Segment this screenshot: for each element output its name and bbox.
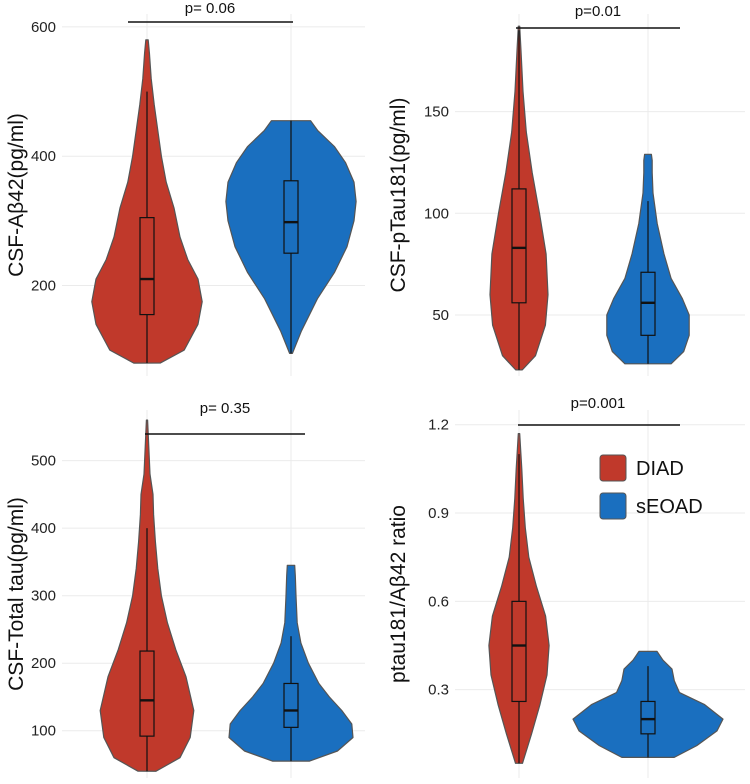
y-tick-label: 0.6: [428, 593, 449, 610]
legend-label-sEOAD: sEOAD: [636, 496, 703, 518]
y-axis-label: ptau181/Aβ42 ratio: [387, 505, 410, 683]
legend-label-DIAD: DIAD: [636, 458, 684, 480]
box-DIAD: [139, 650, 155, 737]
y-tick-label: 50: [432, 307, 449, 324]
y-tick-label: 200: [31, 655, 56, 672]
pvalue-label: p= 0.06: [185, 0, 235, 17]
violin-sEOAD: [225, 120, 357, 354]
violin-sEOAD: [572, 650, 724, 758]
y-axis-label: CSF-Aβ42(pg/ml): [5, 113, 28, 277]
y-axis-label: CSF-Total tau(pg/ml): [5, 497, 28, 691]
y-tick-label: 400: [31, 520, 56, 537]
panel-1: 200 400 600 CSF-Aβ42(pg/ml) p= 0.06: [5, 0, 365, 376]
y-tick-label: 0.9: [428, 505, 449, 522]
y-tick-label: 0.3: [428, 682, 449, 699]
y-tick-label: 150: [424, 104, 449, 121]
y-tick-label: 100: [31, 723, 56, 740]
legend: DIAD sEOAD: [599, 454, 703, 520]
violin-DIAD: [489, 25, 549, 371]
box-DIAD: [139, 217, 155, 316]
panel-4: 0.3 0.6 0.9 1.2 ptau181/Aβ42 ratio p=0.001: [387, 395, 745, 778]
y-tick-label: 100: [424, 205, 449, 222]
y-axis-label: CSF-pTau181(pg/ml): [387, 98, 410, 293]
pvalue-label: p=0.01: [575, 3, 621, 20]
y-tick-label: 200: [31, 278, 56, 295]
y-tick-label: 300: [31, 588, 56, 605]
y-tick-label: 600: [31, 19, 56, 36]
pvalue-label: p=0.001: [571, 395, 626, 412]
box-sEOAD: [640, 700, 656, 735]
box-DIAD: [511, 600, 527, 703]
legend-swatch-DIAD: [599, 454, 627, 482]
y-tick-label: 1.2: [428, 417, 449, 434]
y-tick-label: 400: [31, 148, 56, 165]
box-sEOAD: [283, 180, 299, 254]
pvalue-label: p= 0.35: [200, 400, 250, 417]
legend-swatch-sEOAD: [599, 492, 627, 520]
y-tick-label: 500: [31, 453, 56, 470]
box-sEOAD: [283, 682, 299, 728]
panel-2: 50 100 150 CSF-pTau181(pg/ml) p=0.01: [387, 3, 745, 376]
box-DIAD: [511, 188, 527, 304]
panel-3: 100 200 300 400 500 CSF-Total tau(pg/ml) p= 0.…: [5, 400, 365, 778]
